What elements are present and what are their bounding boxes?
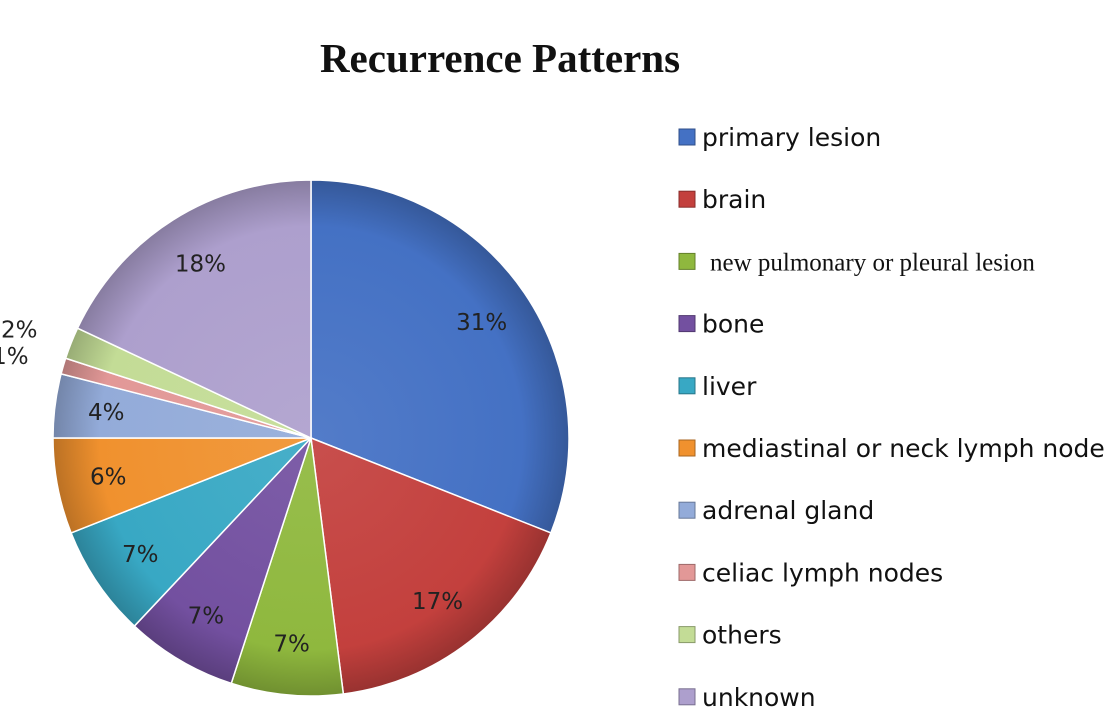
legend-label-liver: liver bbox=[702, 372, 757, 401]
legend-label-others: others bbox=[702, 621, 782, 650]
pie-slice-brain bbox=[310, 437, 552, 695]
legend-swatch-mediastinal-or-neck-lymph-node bbox=[678, 439, 696, 457]
value-label-new-pulmonary-or-pleural-lesion: 7% bbox=[273, 632, 310, 658]
pie-slice-liver bbox=[70, 437, 312, 627]
legend-item-mediastinal-or-neck-lymph-node: mediastinal or neck lymph node bbox=[678, 434, 1105, 463]
value-label-bone: 7% bbox=[188, 604, 225, 630]
value-label-celiac-lymph-nodes: 1% bbox=[0, 344, 29, 370]
legend-label-new-pulmonary-or-pleural-lesion: new pulmonary or pleural lesion bbox=[710, 249, 1035, 276]
value-label-unknown: 18% bbox=[175, 252, 226, 278]
legend-swatch-new-pulmonary-or-pleural-lesion bbox=[678, 252, 696, 270]
legend-item-adrenal-gland: adrenal gland bbox=[678, 496, 874, 525]
pie-slice-primary-lesion bbox=[310, 179, 570, 534]
pie-value-labels: 31% 17% 7% 7% 7% 6% 4% 1%2% 18% bbox=[0, 252, 507, 658]
chart-title: Recurrence Patterns bbox=[320, 35, 680, 81]
legend-swatch-brain bbox=[678, 190, 696, 208]
legend-item-primary-lesion: primary lesion bbox=[678, 123, 881, 152]
legend-item-liver: liver bbox=[678, 372, 757, 401]
legend-item-others: others bbox=[678, 621, 782, 650]
legend-label-mediastinal-or-neck-lymph-node: mediastinal or neck lymph node bbox=[702, 434, 1105, 463]
legend-swatch-others bbox=[678, 626, 696, 644]
value-label-mediastinal-or-neck-lymph-node: 6% bbox=[90, 465, 127, 491]
legend-item-bone: bone bbox=[678, 310, 764, 339]
value-label-adrenal-gland: 4% bbox=[88, 400, 125, 426]
pie-slice-bone bbox=[133, 437, 312, 685]
legend-item-unknown: unknown bbox=[678, 683, 816, 712]
value-label-others: 2% bbox=[1, 318, 38, 344]
legend-swatch-unknown bbox=[678, 688, 696, 706]
legend: primary lesion brain new pulmonary or pleu… bbox=[678, 123, 1105, 712]
legend-label-primary-lesion: primary lesion bbox=[702, 123, 881, 152]
legend-item-new-pulmonary-or-pleural-lesion: new pulmonary or pleural lesion bbox=[678, 249, 1035, 276]
value-label-primary-lesion: 31% bbox=[456, 310, 507, 336]
legend-item-celiac-lymph-nodes: celiac lymph nodes bbox=[678, 558, 943, 587]
legend-label-adrenal-gland: adrenal gland bbox=[702, 496, 874, 525]
legend-label-celiac-lymph-nodes: celiac lymph nodes bbox=[702, 558, 943, 587]
legend-label-unknown: unknown bbox=[702, 683, 816, 712]
pie-slice-unknown bbox=[76, 179, 312, 439]
legend-label-bone: bone bbox=[702, 310, 764, 339]
legend-swatch-primary-lesion bbox=[678, 128, 696, 146]
legend-item-brain: brain bbox=[678, 185, 766, 214]
pie-slice-new-pulmonary-or-pleural-lesion bbox=[230, 437, 345, 697]
legend-swatch-liver bbox=[678, 377, 696, 395]
pie-slices bbox=[52, 179, 570, 697]
legend-swatch-adrenal-gland bbox=[678, 501, 696, 519]
legend-swatch-bone bbox=[678, 315, 696, 333]
legend-label-brain: brain bbox=[702, 185, 766, 214]
legend-swatch-celiac-lymph-nodes bbox=[678, 563, 696, 581]
value-label-liver: 7% bbox=[122, 542, 159, 568]
value-label-brain: 17% bbox=[412, 589, 463, 615]
